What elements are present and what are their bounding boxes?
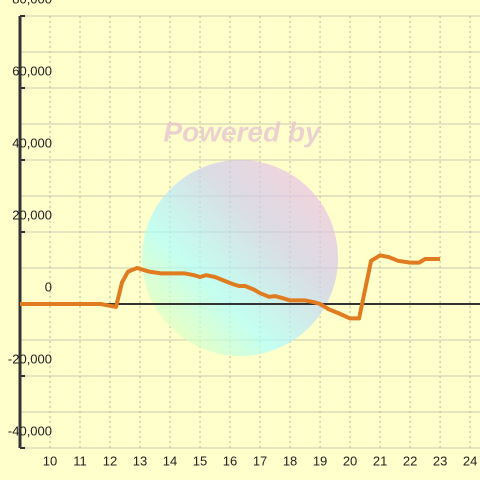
y-tick-label: 40,000	[12, 135, 52, 150]
x-tick-label: 23	[433, 453, 447, 468]
x-tick-label: 22	[403, 453, 417, 468]
line-series	[20, 253, 441, 321]
x-tick-label: 13	[133, 453, 147, 468]
x-tick-label: 10	[43, 453, 57, 468]
y-tick-label: -20,000	[8, 351, 52, 366]
x-tick-label: 15	[193, 453, 207, 468]
y-tick-label: 0	[45, 279, 52, 294]
x-tick-label: 12	[103, 453, 117, 468]
x-tick-label: 19	[313, 453, 327, 468]
x-tick-label: 11	[73, 453, 87, 468]
y-tick-label: -40,000	[8, 423, 52, 438]
x-tick-label: 16	[223, 453, 237, 468]
x-tick-label: 18	[283, 453, 297, 468]
y-tick-label: 20,000	[12, 207, 52, 222]
watermark: Powered by	[163, 116, 322, 147]
x-tick-label: 14	[163, 453, 177, 468]
logo	[142, 160, 338, 356]
x-tick-label: 21	[373, 453, 387, 468]
x-tick-label: 24	[463, 453, 477, 468]
y-tick-label: 60,000	[12, 63, 52, 78]
x-tick-label: 20	[343, 453, 357, 468]
x-tick-label: 17	[253, 453, 267, 468]
plot: -40,000 -20,000 0 20,000 40,000 60,000 80,000 1…	[8, 0, 480, 468]
y-tick-label: 80,000	[12, 0, 52, 6]
